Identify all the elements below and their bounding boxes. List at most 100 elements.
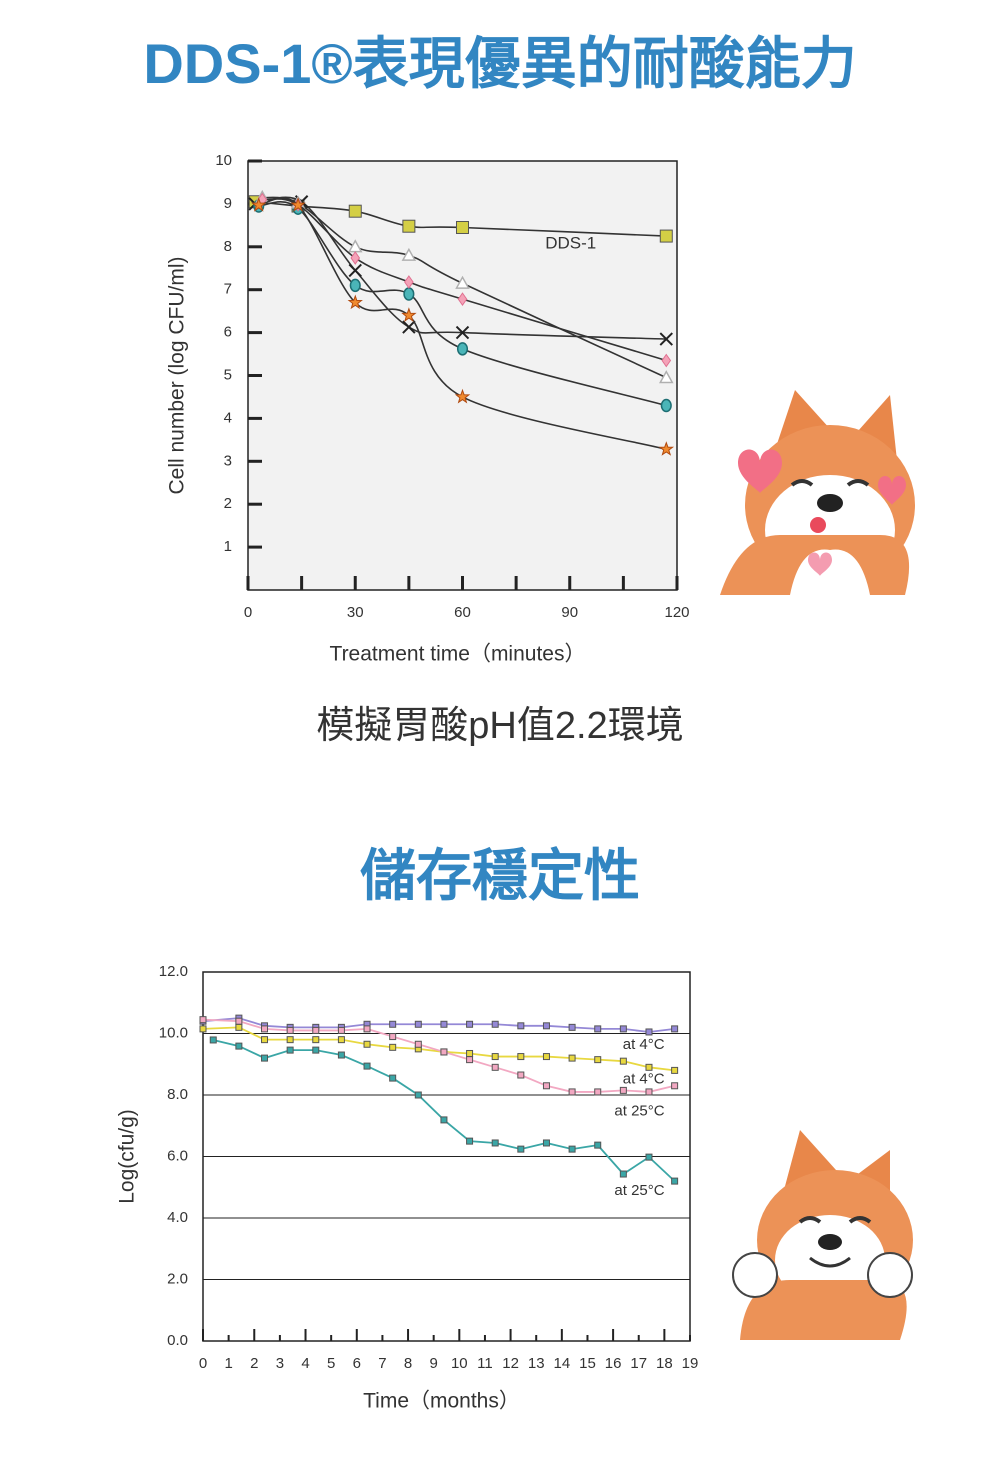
- dog-illustration: [720, 390, 915, 595]
- marker: [235, 1017, 243, 1025]
- marker: [414, 1020, 422, 1028]
- marker: [645, 1063, 653, 1071]
- marker: [312, 1036, 320, 1044]
- x-axis-label: Time（months）: [363, 1390, 520, 1413]
- marker: [337, 1026, 345, 1034]
- marker: [517, 1071, 525, 1079]
- series-label: at 25°C: [614, 1103, 664, 1120]
- y-tick-label: 0.0: [167, 1332, 188, 1349]
- marker: [199, 1016, 207, 1024]
- marker: [491, 1020, 499, 1028]
- marker: [491, 1063, 499, 1071]
- y-tick-label: 7: [224, 281, 232, 298]
- y-axis-label: Log(cfu/g): [116, 1109, 139, 1204]
- x-tick-label: 14: [553, 1355, 570, 1372]
- y-tick-label: 5: [224, 366, 232, 383]
- series-label: DDS-1: [545, 234, 596, 253]
- marker: [350, 251, 361, 265]
- x-tick-label: 0: [199, 1355, 207, 1372]
- marker: [286, 1026, 294, 1034]
- marker: [619, 1057, 627, 1065]
- x-tick-label: 60: [454, 604, 471, 621]
- marker: [337, 1051, 345, 1059]
- y-tick-label: 8: [224, 238, 232, 255]
- marker: [414, 1040, 422, 1048]
- marker: [645, 1153, 653, 1161]
- marker: [401, 247, 417, 261]
- marker: [594, 1088, 602, 1096]
- marker: [337, 1036, 345, 1044]
- marker: [312, 1026, 320, 1034]
- marker: [594, 1056, 602, 1064]
- marker: [403, 287, 415, 301]
- x-tick-label: 18: [656, 1355, 673, 1372]
- chart-title: DDS-1®表現優異的耐酸能力: [143, 32, 856, 95]
- marker: [568, 1145, 576, 1153]
- marker: [209, 1036, 217, 1044]
- y-tick-label: 6.0: [167, 1147, 188, 1164]
- marker: [517, 1053, 525, 1061]
- marker: [619, 1170, 627, 1178]
- x-tick-label: 15: [579, 1355, 596, 1372]
- marker: [347, 294, 363, 310]
- x-tick-label: 2: [250, 1355, 258, 1372]
- x-tick-label: 10: [451, 1355, 468, 1372]
- x-tick-label: 0: [244, 604, 252, 621]
- marker: [312, 1046, 320, 1054]
- marker: [349, 278, 361, 293]
- marker: [456, 220, 469, 234]
- x-tick-label: 11: [477, 1355, 493, 1372]
- x-tick-label: 4: [301, 1355, 309, 1372]
- series-label: at 25°C: [614, 1182, 664, 1199]
- marker: [517, 1145, 525, 1153]
- x-tick-label: 5: [327, 1355, 335, 1372]
- marker: [466, 1137, 474, 1145]
- marker: [363, 1040, 371, 1048]
- marker: [491, 1053, 499, 1061]
- y-tick-label: 3: [224, 452, 232, 469]
- marker: [401, 307, 417, 323]
- marker: [286, 1036, 294, 1044]
- marker: [542, 1139, 550, 1147]
- marker: [658, 441, 675, 456]
- marker: [619, 1086, 627, 1094]
- marker: [659, 229, 673, 243]
- marker: [389, 1074, 397, 1082]
- marker: [619, 1025, 627, 1033]
- marker: [199, 1025, 207, 1033]
- x-tick-label: 90: [561, 604, 578, 621]
- x-tick-label: 19: [682, 1355, 699, 1372]
- marker: [660, 398, 672, 413]
- marker: [457, 292, 468, 307]
- marker: [568, 1023, 576, 1031]
- marker: [659, 332, 673, 346]
- marker: [594, 1025, 602, 1033]
- marker: [645, 1028, 653, 1036]
- marker: [671, 1066, 679, 1074]
- marker: [542, 1053, 550, 1061]
- x-tick-label: 6: [353, 1355, 361, 1372]
- x-axis-label: Treatment time（minutes）: [330, 643, 586, 666]
- x-tick-label: 9: [430, 1355, 438, 1372]
- marker: [404, 275, 414, 289]
- marker: [261, 1025, 269, 1033]
- marker: [671, 1025, 679, 1033]
- y-axis-label: Cell number (log CFU/ml): [166, 256, 189, 494]
- y-tick-label: 1: [224, 538, 232, 555]
- marker: [466, 1049, 474, 1057]
- marker: [261, 1036, 269, 1044]
- marker: [389, 1020, 397, 1028]
- marker: [363, 1025, 371, 1033]
- x-tick-label: 1: [224, 1355, 232, 1372]
- marker: [466, 1020, 474, 1028]
- marker: [348, 263, 362, 278]
- marker: [661, 353, 672, 368]
- x-tick-label: 7: [378, 1355, 386, 1372]
- x-tick-label: 120: [664, 604, 689, 621]
- y-tick-label: 2.0: [167, 1270, 188, 1287]
- marker: [402, 320, 416, 334]
- x-tick-label: 8: [404, 1355, 412, 1372]
- chart-subtitle: 模擬胃酸pH值2.2環境: [316, 705, 683, 747]
- marker: [454, 388, 471, 404]
